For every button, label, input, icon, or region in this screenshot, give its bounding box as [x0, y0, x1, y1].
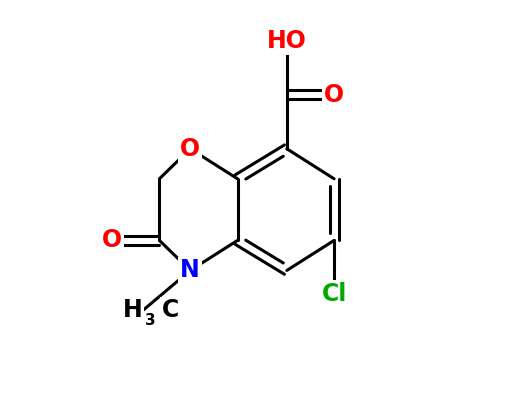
Text: 3: 3 [145, 313, 156, 328]
Text: H: H [123, 298, 143, 322]
Text: HO: HO [267, 29, 307, 53]
Text: O: O [180, 137, 200, 161]
Text: N: N [180, 259, 200, 282]
Text: O: O [324, 83, 344, 106]
Text: O: O [102, 229, 122, 252]
Text: Cl: Cl [322, 282, 347, 306]
Text: C: C [161, 298, 179, 322]
